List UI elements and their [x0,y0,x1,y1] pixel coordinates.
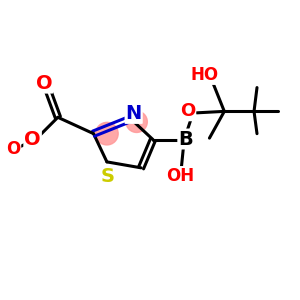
Text: S: S [100,167,115,186]
Text: HO: HO [190,66,218,84]
Text: O: O [24,130,41,149]
Text: O: O [6,140,20,158]
Circle shape [126,111,147,133]
Circle shape [96,122,118,145]
Text: B: B [178,130,193,148]
Text: O: O [180,102,195,120]
Text: N: N [125,104,142,123]
Text: O: O [36,74,52,93]
Text: OH: OH [166,167,194,185]
